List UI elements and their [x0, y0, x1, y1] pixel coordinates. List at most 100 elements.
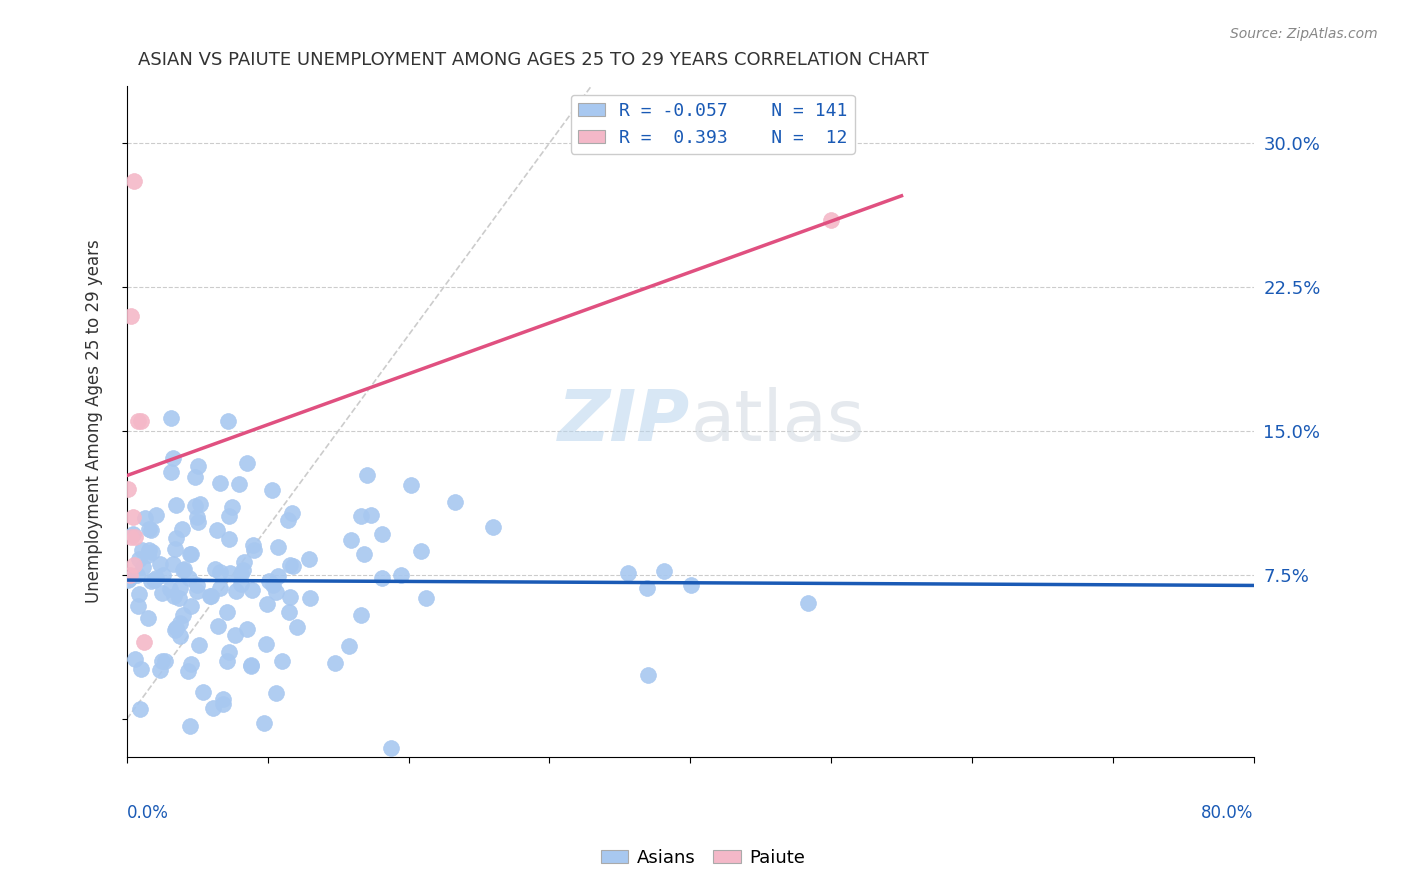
- Point: [165, 541, 187, 556]
- Point: [218, 509, 240, 524]
- Point: [117, 482, 139, 496]
- Point: [204, 562, 226, 576]
- Point: [277, 513, 299, 527]
- Point: [153, 654, 176, 668]
- Point: [118, 568, 141, 582]
- Point: [235, 623, 257, 637]
- Point: [132, 635, 155, 649]
- Y-axis label: Unemployment Among Ages 25 to 29 years: Unemployment Among Ages 25 to 29 years: [86, 240, 103, 603]
- Point: [253, 716, 276, 731]
- Point: [218, 414, 240, 428]
- Point: [162, 557, 184, 571]
- Point: [264, 686, 287, 700]
- Point: [278, 558, 301, 572]
- Point: [218, 645, 240, 659]
- Point: [411, 543, 433, 558]
- Point: [120, 530, 142, 544]
- Point: [127, 599, 149, 613]
- Point: [240, 658, 263, 673]
- Point: [172, 608, 194, 623]
- Point: [337, 639, 360, 653]
- Point: [191, 685, 214, 699]
- Point: [136, 548, 159, 562]
- Point: [370, 526, 392, 541]
- Point: [256, 597, 278, 611]
- Point: [444, 495, 467, 509]
- Point: [415, 591, 437, 605]
- Point: [281, 506, 304, 520]
- Point: [236, 456, 259, 470]
- Point: [184, 500, 207, 514]
- Point: [124, 652, 146, 666]
- Text: Source: ZipAtlas.com: Source: ZipAtlas.com: [1230, 27, 1378, 41]
- Point: [360, 508, 382, 522]
- Point: [202, 701, 225, 715]
- Point: [212, 697, 235, 711]
- Point: [180, 547, 202, 561]
- Point: [149, 558, 172, 572]
- Point: [169, 591, 191, 606]
- Point: [121, 510, 143, 524]
- Point: [169, 629, 191, 643]
- Point: [353, 547, 375, 561]
- Point: [259, 574, 281, 588]
- Point: [399, 477, 422, 491]
- Point: [184, 470, 207, 484]
- Point: [340, 533, 363, 547]
- Point: [128, 587, 150, 601]
- Point: [233, 556, 256, 570]
- Point: [219, 566, 242, 581]
- Point: [232, 563, 254, 577]
- Point: [162, 451, 184, 466]
- Point: [145, 508, 167, 523]
- Point: [172, 522, 194, 536]
- Point: [636, 582, 658, 596]
- Point: [229, 567, 252, 582]
- Point: [209, 566, 232, 580]
- Point: [160, 465, 183, 479]
- Point: [231, 576, 253, 591]
- Point: [208, 581, 231, 595]
- Point: [159, 410, 181, 425]
- Point: [177, 664, 200, 678]
- Point: [150, 585, 173, 599]
- Point: [217, 653, 239, 667]
- Point: [117, 573, 139, 587]
- Point: [391, 567, 413, 582]
- Point: [179, 719, 201, 733]
- Point: [228, 477, 250, 491]
- Point: [127, 414, 149, 428]
- Point: [208, 476, 231, 491]
- Point: [797, 596, 820, 610]
- Point: [371, 571, 394, 585]
- Point: [198, 589, 221, 603]
- Point: [681, 578, 703, 592]
- Point: [637, 668, 659, 682]
- Point: [188, 497, 211, 511]
- Point: [134, 510, 156, 524]
- Point: [172, 563, 194, 577]
- Point: [260, 483, 283, 498]
- Point: [380, 740, 402, 755]
- Point: [481, 520, 503, 534]
- Point: [356, 467, 378, 482]
- Point: [349, 608, 371, 623]
- Point: [207, 619, 229, 633]
- Point: [254, 637, 277, 651]
- Point: [120, 309, 142, 323]
- Point: [820, 213, 842, 227]
- Point: [186, 578, 208, 592]
- Text: ASIAN VS PAIUTE UNEMPLOYMENT AMONG AGES 25 TO 29 YEARS CORRELATION CHART: ASIAN VS PAIUTE UNEMPLOYMENT AMONG AGES …: [138, 51, 929, 69]
- Point: [141, 523, 163, 537]
- Point: [131, 542, 153, 557]
- Point: [325, 656, 347, 670]
- Text: 80.0%: 80.0%: [1201, 805, 1254, 822]
- Point: [165, 498, 187, 512]
- Point: [165, 623, 187, 637]
- Point: [218, 532, 240, 546]
- Point: [152, 567, 174, 582]
- Point: [169, 581, 191, 595]
- Point: [118, 572, 141, 586]
- Point: [122, 174, 145, 188]
- Point: [128, 701, 150, 715]
